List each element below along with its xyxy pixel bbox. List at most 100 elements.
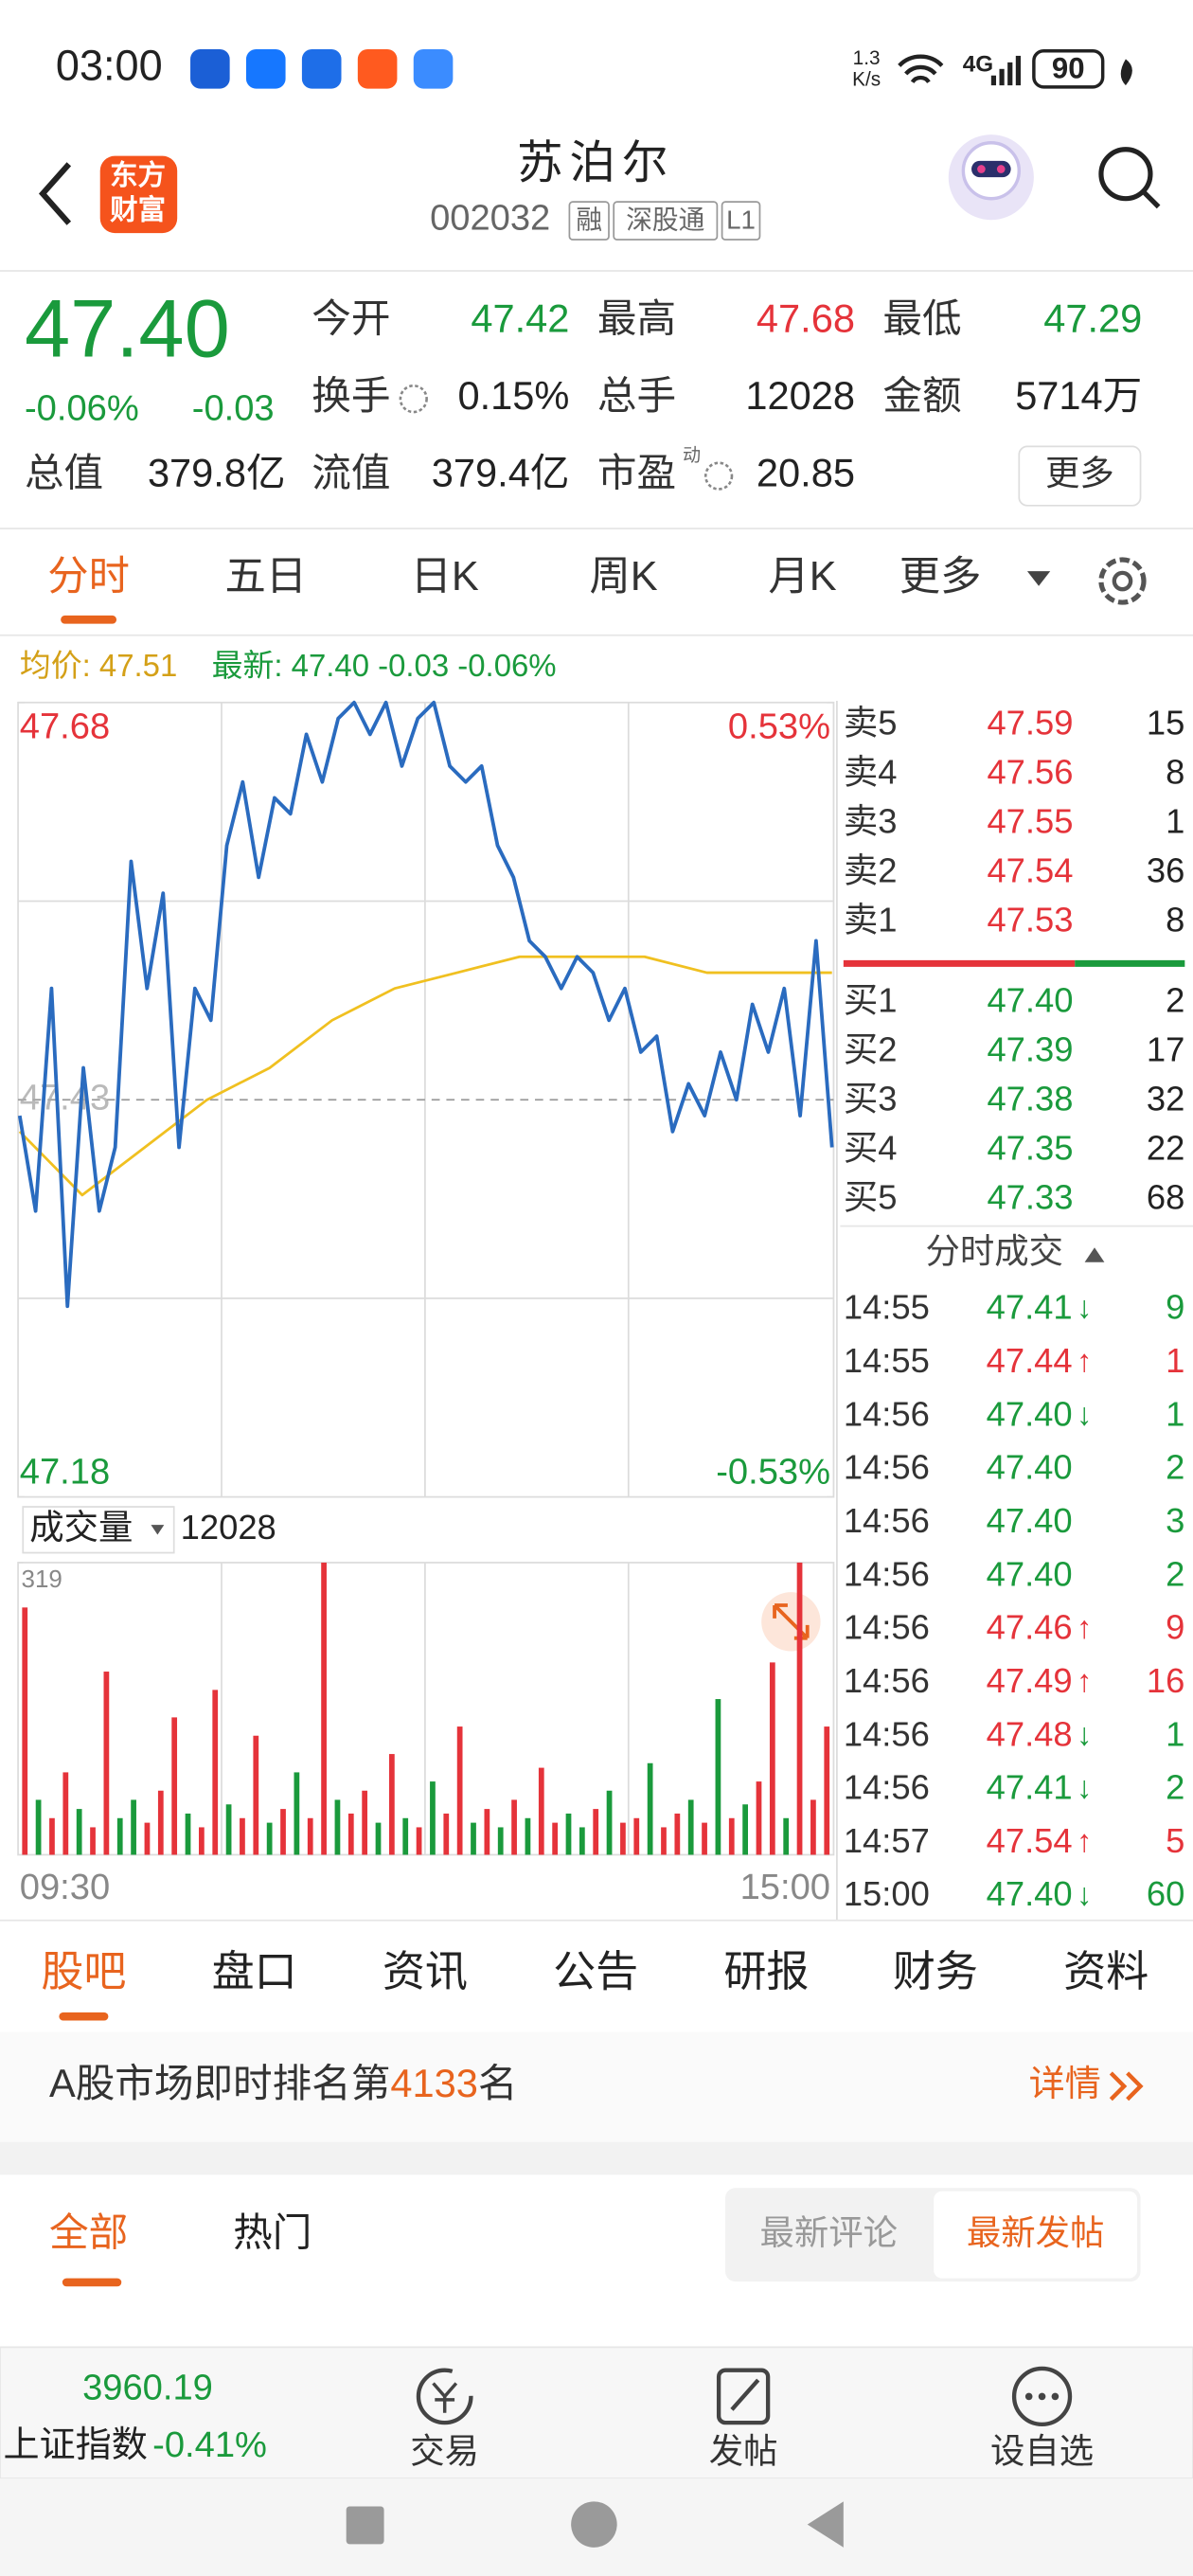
trade-direction: ↑ [1077, 1663, 1092, 1698]
post-icon[interactable] [716, 2368, 771, 2425]
section-tab[interactable]: 财务 [893, 1947, 978, 1995]
volume-bar [538, 1767, 544, 1855]
watchlist-icon[interactable] [1011, 2366, 1073, 2427]
volume-bar [402, 1817, 409, 1855]
volume-bar [347, 1813, 354, 1855]
stat-label: 总值 [25, 451, 103, 495]
settings-button[interactable] [1098, 557, 1147, 605]
expand-button[interactable] [761, 1592, 821, 1652]
section-tab[interactable]: 资料 [1063, 1947, 1148, 1995]
book-level: 卖4 [844, 753, 898, 792]
volume-bar [131, 1799, 136, 1855]
trade-direction: ↑ [1077, 1823, 1092, 1858]
chart-tab[interactable]: 周K [589, 554, 657, 599]
y-tick-label: 47.18 [20, 1451, 110, 1492]
volume-bar [769, 1662, 775, 1855]
change-percent: -0.06% [25, 387, 139, 428]
volume-bar [266, 1822, 273, 1855]
trade-time: 14:56 [844, 1394, 930, 1433]
volume-bar [62, 1772, 69, 1855]
sort-option[interactable]: 最新发帖 [967, 2213, 1105, 2252]
volume-bar [715, 1699, 721, 1855]
volume-bar [579, 1827, 585, 1855]
sort-toggle-active[interactable] [934, 2191, 1138, 2279]
volume-selector[interactable] [22, 1506, 175, 1554]
volume-bar [620, 1822, 626, 1855]
stat-label: 换手 [312, 373, 390, 418]
search-button[interactable] [1098, 147, 1161, 209]
volume-bar [334, 1799, 341, 1855]
trade-time: 14:56 [844, 1661, 930, 1700]
trade-direction: ↑ [1077, 1610, 1092, 1645]
action-label[interactable]: 交易 [410, 2432, 479, 2471]
book-price: 47.54 [987, 851, 1073, 890]
stat-value: 47.29 [1043, 296, 1142, 341]
volume-bar [76, 1809, 82, 1855]
price-line [17, 700, 834, 1309]
trade-direction: ↓ [1077, 1396, 1092, 1431]
trade-price: 47.40 [987, 1448, 1073, 1487]
volume-bar [253, 1735, 259, 1855]
action-label[interactable]: 设自选 [990, 2432, 1094, 2471]
chart-tab[interactable]: 更多 [899, 554, 982, 599]
chart-tab[interactable]: 月K [768, 554, 836, 599]
section-tab[interactable]: 股吧 [41, 1947, 126, 1995]
stat-label: 流值 [312, 451, 390, 495]
rank-text: A股市场即时排名第4133名 [49, 2061, 517, 2105]
trade-time: 14:56 [844, 1768, 930, 1807]
nav-recent[interactable] [346, 2506, 384, 2545]
tab-indicator [62, 2278, 122, 2287]
more-button[interactable] [1018, 445, 1142, 507]
stock-tag-text: L1 [726, 205, 756, 234]
change-amount: -0.03 [192, 387, 275, 428]
volume-bar [171, 1717, 178, 1855]
nav-home[interactable] [571, 2501, 617, 2548]
book-level: 卖3 [844, 802, 898, 841]
trade-volume: 2 [1166, 1768, 1184, 1807]
trade-price: 47.46 [987, 1608, 1073, 1647]
feed-tab[interactable]: 热门 [233, 2210, 312, 2255]
trades-title: 分时成交 [925, 1232, 1063, 1271]
trade-price: 47.40 [987, 1554, 1073, 1593]
stock-name: 苏泊尔 [517, 137, 674, 188]
status-icons [190, 48, 1132, 89]
trade-price: 47.49 [987, 1661, 1073, 1700]
volume-bar [430, 1781, 436, 1855]
action-label[interactable]: 发帖 [709, 2432, 778, 2471]
info-icon [703, 461, 734, 491]
index-name: 上证指数 [3, 2424, 147, 2465]
sort-option[interactable]: 最新评论 [759, 2213, 898, 2252]
back-button[interactable] [39, 162, 72, 225]
section-tab[interactable]: 公告 [553, 1947, 638, 1995]
info-icon [399, 384, 428, 414]
book-price: 47.40 [987, 981, 1073, 1020]
rank-text-part: 名 [478, 2061, 518, 2105]
chart-tab[interactable]: 日K [411, 554, 479, 599]
volume-bar [565, 1813, 572, 1855]
nav-back[interactable] [807, 2501, 844, 2548]
trade-time: 14:57 [844, 1821, 930, 1860]
trade-price: 47.44 [987, 1341, 1073, 1380]
rank-banner[interactable] [0, 2031, 1193, 2142]
trade-time: 14:55 [844, 1288, 930, 1327]
more-button-text: 更多 [1045, 454, 1114, 492]
chart-tab[interactable]: 分时 [47, 554, 130, 599]
volume-bar [702, 1822, 707, 1855]
stock-tag-text: 深股通 [626, 205, 704, 234]
trade-icon[interactable] [416, 2368, 473, 2425]
feed-tab[interactable]: 全部 [49, 2210, 128, 2255]
trade-volume: 9 [1166, 1608, 1184, 1647]
assistant-avatar[interactable] [948, 134, 1034, 221]
volume-bar [362, 1790, 368, 1855]
rank-detail[interactable]: 详情 [1029, 2064, 1101, 2104]
volume-bar [471, 1822, 476, 1855]
section-tab[interactable]: 资讯 [383, 1947, 468, 1995]
chart-tab[interactable]: 五日 [224, 554, 307, 599]
stat-value: 20.85 [757, 451, 855, 495]
volume-bar [199, 1827, 205, 1855]
section-tab[interactable]: 盘口 [212, 1947, 297, 1995]
book-price: 47.55 [987, 802, 1073, 841]
section-tab[interactable]: 研报 [723, 1947, 809, 1995]
volume-label: 成交量 [29, 1508, 133, 1547]
